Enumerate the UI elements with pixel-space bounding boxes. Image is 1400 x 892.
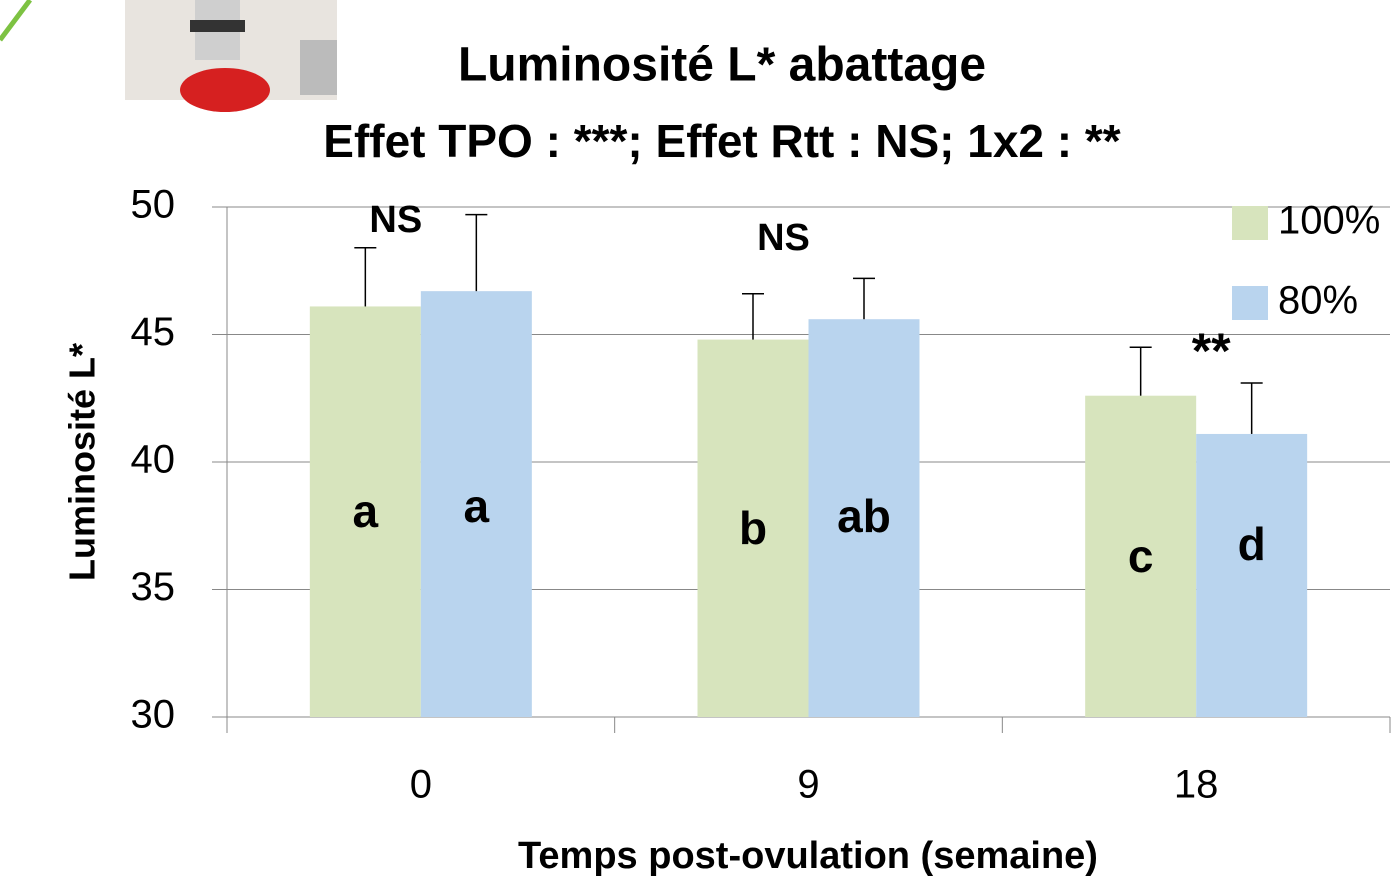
group-letter: c	[1128, 530, 1154, 582]
group-letter: ab	[837, 490, 891, 542]
bar	[309, 306, 421, 717]
group-letter: a	[464, 480, 490, 532]
x-axis-label: Temps post-ovulation (semaine)	[518, 835, 1098, 877]
group-letter: d	[1238, 518, 1266, 570]
legend-label: 80%	[1278, 279, 1358, 323]
bar	[420, 291, 532, 717]
chart-title: Luminosité L* abattage	[458, 39, 986, 92]
y-tick-label: 35	[131, 565, 176, 609]
photo	[125, 0, 337, 112]
annotation: NS	[369, 199, 422, 241]
group-letter: a	[353, 485, 379, 537]
group-letter: b	[739, 502, 767, 554]
x-tick-label: 18	[1174, 763, 1219, 807]
annotation: NS	[757, 217, 810, 259]
bar	[1196, 433, 1308, 717]
legend-label: 100%	[1278, 199, 1380, 243]
chart-subtitle: Effet TPO : ***; Effet Rtt : NS; 1x2 : *…	[323, 115, 1121, 167]
y-tick-label: 30	[131, 693, 176, 737]
y-tick-label: 45	[131, 310, 176, 354]
x-tick-label: 0	[410, 763, 432, 807]
x-tick-label: 9	[797, 763, 819, 807]
bar	[1085, 395, 1197, 717]
legend-swatch	[1232, 286, 1268, 320]
y-tick-label: 50	[131, 183, 176, 227]
legend-swatch	[1232, 206, 1268, 240]
bar	[808, 319, 920, 717]
bar	[697, 339, 809, 717]
y-tick-label: 40	[131, 438, 176, 482]
annotation: **	[1192, 323, 1231, 379]
y-axis-label: Luminosité L*	[62, 343, 103, 581]
decoration-line	[0, 0, 32, 42]
